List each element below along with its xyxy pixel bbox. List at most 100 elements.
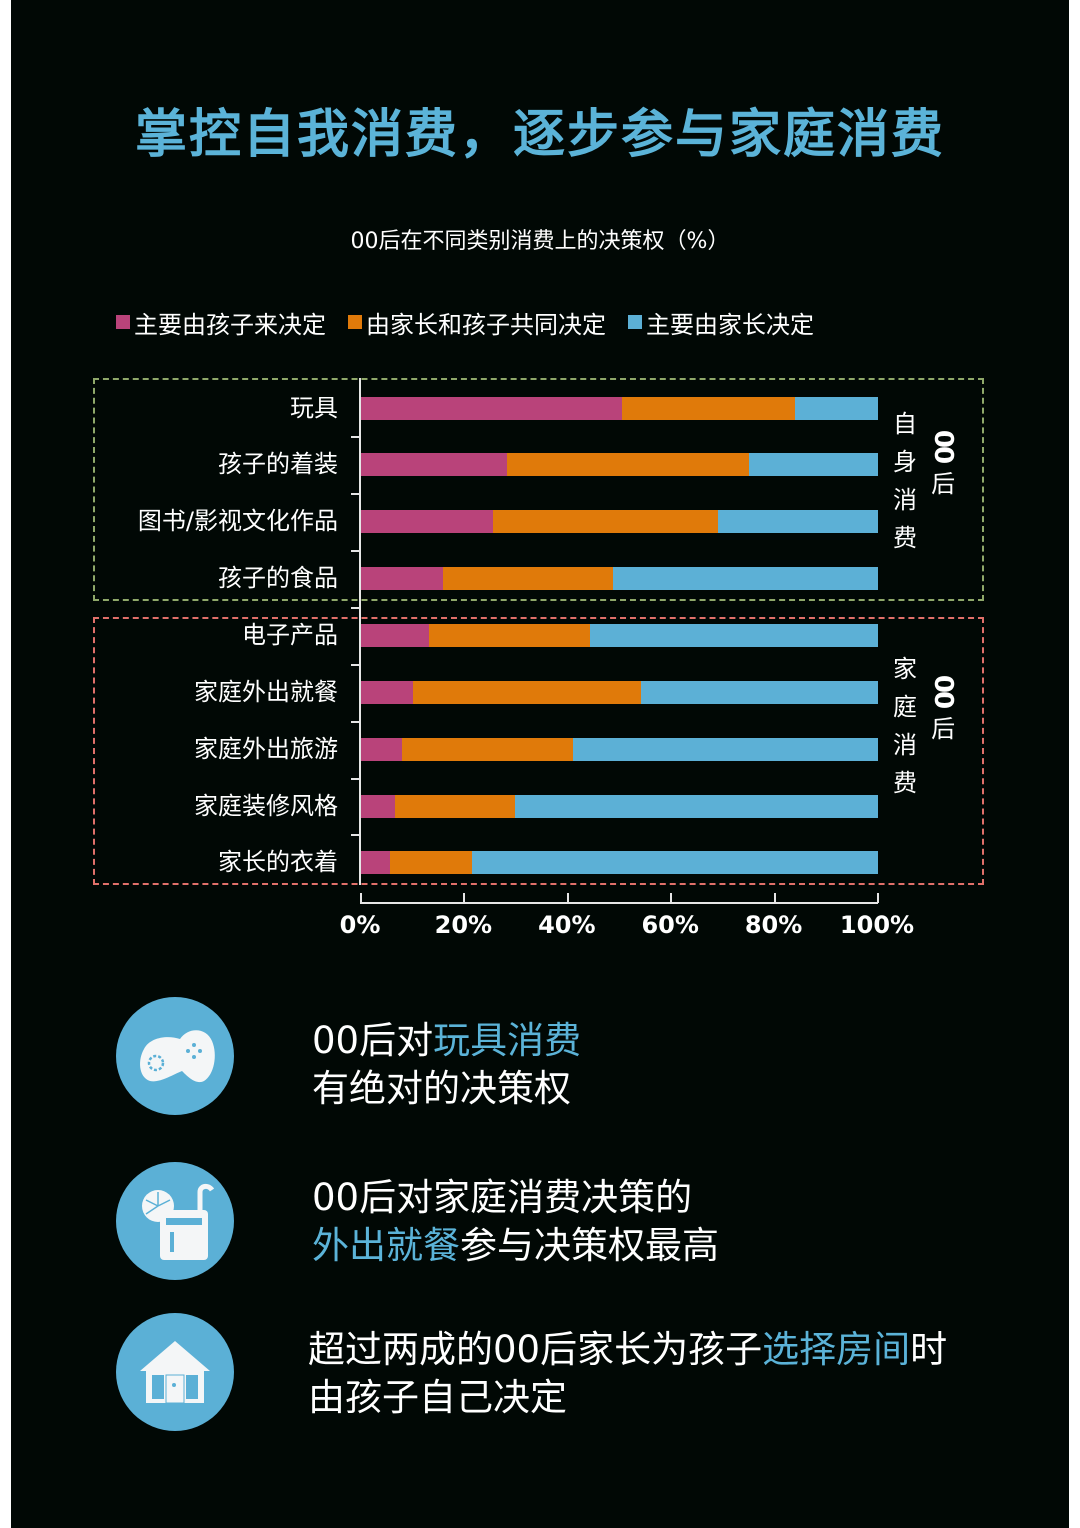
group-label-char: 后 — [931, 470, 956, 498]
x-axis-line — [360, 902, 878, 904]
group-label-char: 消 — [893, 486, 917, 514]
group-label-char: 自 — [893, 410, 917, 438]
fact-line: 00后对家庭消费决策的 — [312, 1174, 719, 1222]
fact-text: 超过两成的00后家长为孩子 — [308, 1328, 763, 1371]
group-label-char: 00 — [928, 429, 959, 463]
y-axis-line — [359, 378, 361, 885]
x-tick-label: 100% — [839, 911, 915, 939]
bar-segment — [389, 851, 473, 874]
category-label: 孩子的食品 — [218, 564, 338, 592]
category-label: 图书/影视文化作品 — [137, 507, 338, 535]
category-label: 电子产品 — [242, 621, 338, 649]
bar-segment — [413, 681, 642, 704]
x-tick-label: 40% — [538, 911, 596, 939]
stacked-bar — [361, 851, 878, 874]
bar-segment — [506, 453, 749, 476]
fact-text: 00后对家庭消费决策的 — [312, 1176, 693, 1219]
bar-segment — [401, 738, 573, 761]
group-label-col-gen: 00 后 — [927, 650, 959, 802]
category-label: 家庭外出就餐 — [194, 678, 338, 706]
x-tick — [773, 893, 776, 903]
bar-segment — [492, 510, 718, 533]
legend-swatch-joint — [348, 315, 362, 329]
legend-label: 主要由孩子来决定 — [134, 310, 326, 339]
legend-item-joint: 由家长和孩子共同决定 — [348, 305, 606, 340]
self-consumption-group-label: 自身消费 00 后 — [893, 405, 959, 557]
stacked-bar — [361, 681, 878, 704]
stacked-bar — [361, 453, 878, 476]
group-label-char: 身 — [893, 448, 917, 476]
x-tick-label: 20% — [434, 911, 493, 939]
fact-line: 有绝对的决策权 — [312, 1065, 581, 1113]
legend-swatch-child — [116, 315, 130, 329]
y-tick — [351, 777, 360, 780]
stacked-bar — [361, 510, 878, 533]
x-tick-label: 0% — [339, 911, 381, 939]
bar-segment — [361, 567, 444, 590]
fact-line: 外出就餐参与决策权最高 — [312, 1222, 719, 1270]
x-tick — [566, 893, 569, 903]
bar-segment — [515, 795, 878, 818]
bar-segment — [641, 681, 878, 704]
highlight-text: 选择房间 — [762, 1328, 911, 1371]
legend-label: 由家长和孩子共同决定 — [366, 310, 606, 339]
fact-line: 由孩子自己决定 — [308, 1374, 947, 1422]
self-consumption-group-box — [93, 378, 984, 601]
stacked-bar — [361, 397, 878, 420]
category-label: 玩具 — [290, 394, 338, 422]
bar-segment — [361, 851, 390, 874]
group-label-col-gen: 00 后 — [927, 405, 959, 557]
stacked-bar — [361, 795, 878, 818]
y-tick — [351, 663, 360, 666]
x-tick — [360, 893, 362, 903]
x-tick-label: 80% — [744, 911, 803, 939]
fact-text: 时 — [910, 1328, 948, 1371]
fact-line: 超过两成的00后家长为孩子选择房间时 — [308, 1326, 947, 1374]
chart-title: 00后在不同类别消费上的决策权（%） — [350, 229, 730, 254]
legend-item-child: 主要由孩子来决定 — [116, 305, 326, 340]
x-tick — [877, 893, 879, 903]
legend-swatch-parent — [628, 315, 642, 329]
highlight-text: 玩具消费 — [433, 1019, 582, 1062]
gamepad-icon — [116, 997, 234, 1115]
bar-segment — [361, 453, 507, 476]
legend-label: 主要由家长决定 — [646, 310, 814, 339]
highlight-text: 外出就餐 — [312, 1224, 460, 1267]
fact-text: 由孩子自己决定 — [308, 1376, 567, 1419]
stacked-bar — [361, 624, 878, 647]
fact-text-3: 超过两成的00后家长为孩子选择房间时 由孩子自己决定 — [308, 1326, 947, 1422]
bar-segment — [612, 567, 878, 590]
group-label-char: 后 — [931, 715, 956, 743]
y-tick — [351, 720, 360, 723]
group-label-char: 00 — [928, 674, 959, 708]
x-tick — [670, 893, 673, 903]
bar-segment — [472, 851, 878, 874]
bar-segment — [748, 453, 878, 476]
group-label-char: 家 — [893, 655, 917, 683]
legend-item-parent: 主要由家长决定 — [628, 305, 814, 340]
group-label-col-main: 自身消费 — [893, 405, 917, 557]
y-tick — [351, 549, 360, 552]
bar-segment — [361, 397, 623, 420]
y-tick — [351, 492, 360, 495]
stacked-bar — [361, 567, 878, 590]
group-label-char: 庭 — [893, 693, 917, 721]
bar-segment — [361, 510, 493, 533]
group-label-char: 消 — [893, 731, 917, 759]
page-title: 掌控自我消费，逐步参与家庭消费 — [134, 105, 945, 165]
x-tick — [463, 893, 466, 903]
bar-segment — [361, 795, 395, 818]
fact-text-2: 00后对家庭消费决策的 外出就餐参与决策权最高 — [312, 1174, 719, 1270]
bar-segment — [394, 795, 516, 818]
bar-segment — [443, 567, 613, 590]
y-tick — [351, 436, 360, 438]
bar-segment — [429, 624, 591, 647]
fact-text-1: 00后对玩具消费 有绝对的决策权 — [312, 1017, 581, 1113]
category-label: 家庭外出旅游 — [194, 735, 338, 763]
group-label-char: 费 — [893, 524, 917, 552]
bar-segment — [572, 738, 878, 761]
bar-segment — [361, 624, 430, 647]
house-icon — [116, 1313, 234, 1431]
bar-segment — [717, 510, 878, 533]
fact-text: 有绝对的决策权 — [312, 1067, 571, 1110]
